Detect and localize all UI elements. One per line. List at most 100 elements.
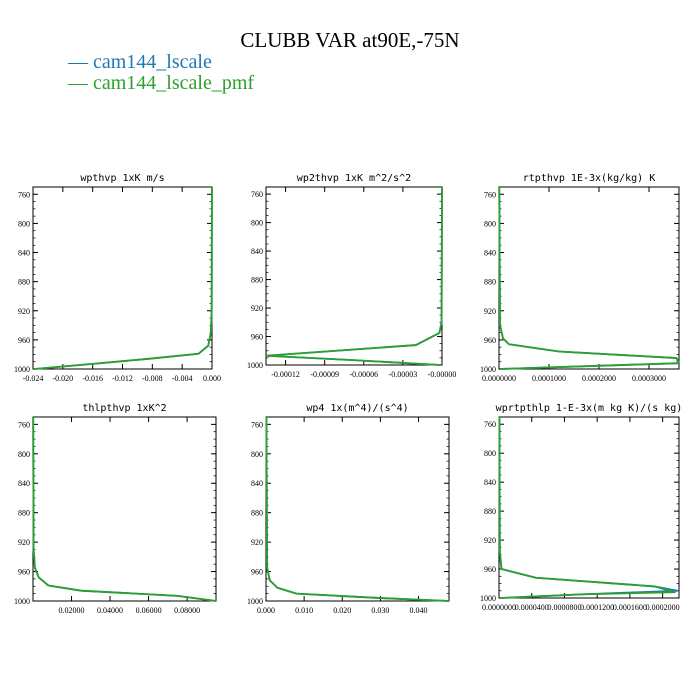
y-tick-label: 920	[484, 307, 496, 316]
plot-frame	[498, 186, 680, 370]
chart-panel-2: wp2thvp 1xK m^2/s^2 760 800 840 880 920 960 100…	[247, 173, 456, 379]
y-tick-label: 920	[18, 538, 30, 547]
x-tick-label: -0.020	[52, 374, 73, 383]
series-line-lscale	[265, 186, 443, 366]
panel-title: rtpthvp 1E-3x(kg/kg) K	[523, 173, 655, 184]
plot-frame	[32, 186, 213, 370]
y-tick-label: 800	[18, 450, 30, 459]
legend-entry-lscale-pmf: — cam144_lscale_pmf	[68, 72, 255, 94]
panel-title: wprtpthlp 1-E-3x(m kg K)/(s kg)	[496, 403, 683, 414]
x-tick-label: 0.0001000	[532, 374, 566, 383]
y-tick-label: 920	[251, 538, 263, 547]
plot-frame	[265, 186, 443, 366]
chart-panel-6: wprtpthlp 1-E-3x(m kg K)/(s kg)760 800 840…	[480, 403, 682, 612]
x-tick-label: 0.0000000	[482, 374, 516, 383]
y-tick-label: 960	[18, 568, 30, 577]
x-tick-label: 0.0003000	[632, 374, 666, 383]
series-line-lscale	[498, 416, 679, 599]
panel-title: wp4 1x(m^4)/(s^4)	[306, 403, 408, 414]
y-tick-label: 880	[484, 507, 496, 516]
x-tick-label: 0.0001600	[613, 603, 647, 612]
y-tick-label: 1000	[480, 594, 496, 603]
y-tick-label: 1000	[14, 597, 30, 606]
chart-panel-4: thlpthvp 1xK^2 760 800 840 880 920 960 1000 0.02…	[14, 403, 217, 615]
x-tick-label: -0.012	[112, 374, 133, 383]
y-tick-label: 920	[18, 307, 30, 316]
plot-frame	[498, 416, 680, 599]
y-tick-label: 840	[484, 249, 496, 258]
panel-title: wpthvp 1xK m/s	[80, 173, 164, 184]
y-tick-label: 800	[18, 219, 30, 228]
x-tick-label: 0.0000000	[482, 603, 516, 612]
y-tick-label: 800	[484, 449, 496, 458]
y-tick-label: 880	[251, 276, 263, 285]
chart-panel-3: rtpthvp 1E-3x(kg/kg) K 760 800 840 880 920 960…	[480, 173, 680, 383]
series-line-lscale-pmf	[498, 186, 680, 370]
series-line-lscale-pmf	[265, 416, 450, 602]
y-tick-label: 840	[18, 479, 30, 488]
y-tick-label: 1000	[14, 365, 30, 374]
chart-panel-5: wp4 1x(m^4)/(s^4) 760 800 840 880 920 960 1000 0…	[247, 403, 450, 615]
y-tick-label: 760	[251, 190, 263, 199]
x-tick-label: -0.00000	[428, 370, 457, 379]
y-tick-label: 1000	[247, 361, 263, 370]
y-tick-label: 840	[484, 478, 496, 487]
y-tick-label: 840	[18, 249, 30, 258]
plot-frame	[265, 416, 450, 602]
x-tick-label: 0.04000	[97, 606, 123, 615]
y-tick-label: 880	[484, 278, 496, 287]
y-tick-label: 840	[251, 247, 263, 256]
x-tick-label: 0.040	[410, 606, 428, 615]
y-tick-label: 880	[251, 509, 263, 518]
x-tick-label: -0.00006	[349, 370, 378, 379]
y-tick-label: 880	[18, 509, 30, 518]
legend-entry-lscale: — cam144_lscale	[68, 51, 212, 73]
y-tick-label: 1000	[247, 597, 263, 606]
chart-panel-1: wpthvp 1xK m/s7608008408809209601000-0.0…	[14, 173, 221, 383]
series-line-lscale	[32, 416, 217, 602]
series-line-lscale	[265, 416, 450, 602]
y-tick-label: 760	[251, 420, 263, 429]
y-tick-label: 960	[484, 336, 496, 345]
x-tick-label: 0.0002000	[646, 603, 680, 612]
x-tick-label: 0.010	[295, 606, 313, 615]
x-tick-label: 0.0001200	[580, 603, 614, 612]
x-tick-label: 0.000	[203, 374, 221, 383]
y-tick-label: 760	[484, 190, 496, 199]
plot-frame	[32, 416, 217, 602]
series-line-lscale	[498, 186, 680, 370]
series-line-lscale-pmf	[32, 416, 217, 602]
y-tick-label: 880	[18, 278, 30, 287]
x-tick-label: 0.020	[333, 606, 351, 615]
y-tick-label: 840	[251, 479, 263, 488]
y-tick-label: 920	[484, 536, 496, 545]
y-tick-label: 1000	[480, 365, 496, 374]
x-tick-label: 0.0000800	[547, 603, 581, 612]
series-line-lscale	[34, 186, 213, 370]
x-tick-label: 0.08000	[174, 606, 200, 615]
x-tick-label: -0.00012	[271, 370, 300, 379]
x-tick-label: -0.008	[142, 374, 163, 383]
series-line-lscale-pmf	[498, 416, 676, 599]
x-tick-label: -0.00009	[310, 370, 339, 379]
x-tick-label: 0.02000	[59, 606, 85, 615]
y-tick-label: 960	[18, 336, 30, 345]
x-tick-label: 0.06000	[136, 606, 162, 615]
series-line-lscale-pmf	[34, 186, 213, 370]
y-tick-label: 760	[484, 420, 496, 429]
page-title: CLUBB VAR at90E,-75N	[240, 28, 460, 52]
series-line-lscale-pmf	[265, 186, 443, 366]
y-tick-label: 960	[251, 568, 263, 577]
x-tick-label: 0.0000400	[515, 603, 549, 612]
x-tick-label: -0.016	[82, 374, 103, 383]
y-tick-label: 800	[484, 219, 496, 228]
x-tick-label: 0.030	[371, 606, 389, 615]
y-tick-label: 960	[484, 565, 496, 574]
x-tick-label: -0.004	[172, 374, 193, 383]
y-tick-label: 800	[251, 450, 263, 459]
x-tick-label: 0.0002000	[582, 374, 616, 383]
panel-title: thlpthvp 1xK^2	[82, 403, 166, 414]
x-tick-label: -0.024	[23, 374, 44, 383]
y-tick-label: 760	[18, 190, 30, 199]
x-tick-label: -0.00003	[389, 370, 418, 379]
